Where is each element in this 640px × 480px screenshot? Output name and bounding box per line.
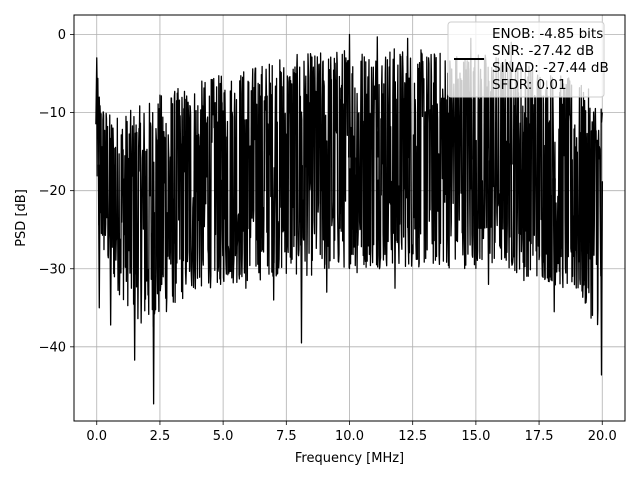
y-tick-label: 0: [58, 28, 66, 43]
legend-box: [447, 21, 605, 98]
y-tick-label: −40: [39, 340, 66, 355]
psd-dip: [583, 198, 587, 282]
x-tick-label: 12.5: [398, 429, 427, 444]
y-axis-label: PSD [dB]: [14, 189, 29, 247]
psd-dip: [552, 178, 556, 313]
psd-peak: [375, 36, 379, 158]
ticks: 0.0 2.5 5.0 7.5 10.0 12.5 15.0 17.5 20.0 0 −10 −20 −…: [39, 28, 617, 444]
data-layer: [95, 33, 604, 405]
legend-line-sinad: SINAD: -27.44 dB: [492, 60, 609, 76]
x-tick-label: 7.5: [276, 429, 297, 444]
x-axis-label: Frequency [MHz]: [295, 451, 404, 466]
psd-dip: [522, 168, 526, 282]
psd-dip: [97, 164, 101, 309]
psd-dip: [393, 157, 397, 289]
legend-line-snr: SNR: -27.42 dB: [492, 43, 594, 59]
x-tick-label: 15.0: [461, 429, 490, 444]
psd-peak: [406, 37, 410, 159]
psd-dip: [244, 175, 248, 289]
legend: ENOB: -4.85 bits SNR: -27.42 dB SINAD: -…: [447, 21, 609, 98]
psd-peak: [95, 57, 99, 125]
psd-dip: [133, 212, 137, 361]
psd-dip: [355, 157, 359, 274]
psd-dip: [299, 165, 304, 344]
legend-line-enob: ENOB: -4.85 bits: [492, 26, 603, 42]
psd-dip: [109, 195, 113, 326]
psd-peak: [347, 33, 352, 158]
psd-dip: [486, 160, 491, 286]
psd-dip: [272, 167, 276, 301]
legend-line-sfdr: SFDR: 0.01: [492, 77, 567, 93]
psd-dip: [325, 162, 329, 293]
x-tick-label: 0.0: [86, 429, 107, 444]
x-tick-label: 5.0: [213, 429, 234, 444]
x-tick-label: 2.5: [150, 429, 171, 444]
psd-dip: [171, 198, 175, 297]
psd-dip: [599, 181, 604, 376]
psd-dip: [152, 212, 156, 405]
x-tick-label: 10.0: [335, 429, 364, 444]
psd-dip: [219, 179, 223, 286]
y-tick-label: −30: [39, 262, 66, 277]
y-tick-label: −20: [39, 184, 66, 199]
x-tick-label: 20.0: [588, 429, 617, 444]
x-tick-label: 17.5: [525, 429, 554, 444]
y-tick-label: −10: [39, 106, 66, 121]
